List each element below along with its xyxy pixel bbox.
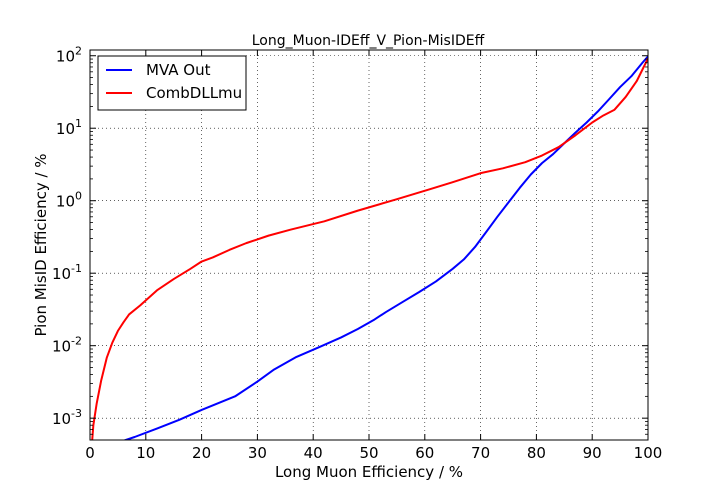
- x-tick-label: 80: [527, 444, 546, 462]
- y-tick-base: 10: [56, 48, 75, 66]
- x-tick-label: 40: [304, 444, 323, 462]
- y-tick-label: 100: [56, 190, 82, 211]
- x-tick-label: 60: [415, 444, 434, 462]
- x-tick-label: 90: [583, 444, 602, 462]
- y-tick-label: 10-2: [52, 335, 82, 356]
- series-line-mva-out: [122, 55, 648, 440]
- legend-label-combdllmu: CombDLLmu: [146, 84, 242, 102]
- x-tick-label: 30: [248, 444, 267, 462]
- y-tick-label: 102: [56, 45, 82, 66]
- x-tick-label: 0: [85, 444, 95, 462]
- series-line-combdllmu: [91, 57, 648, 440]
- y-tick-exponent: 1: [75, 117, 82, 130]
- legend-label-mva-out: MVA Out: [146, 61, 211, 79]
- x-tick-label: 50: [359, 444, 378, 462]
- y-tick-exponent: 0: [75, 190, 82, 203]
- y-tick-label: 101: [56, 117, 82, 138]
- y-tick-exponent: -1: [71, 262, 82, 275]
- y-axis-label: Pion MisID Efficiency / %: [32, 153, 50, 336]
- y-tick-base: 10: [52, 410, 71, 428]
- chart-title: Long_Muon-IDEff_V_Pion-MisIDEff: [252, 33, 485, 49]
- x-tick-label: 100: [634, 444, 663, 462]
- x-tick-label: 20: [192, 444, 211, 462]
- y-tick-label: 10-1: [52, 262, 82, 283]
- y-tick-exponent: 2: [75, 45, 82, 58]
- x-tick-label: 10: [136, 444, 155, 462]
- y-tick-base: 10: [52, 265, 71, 283]
- y-tick-label: 10-3: [52, 407, 82, 428]
- y-tick-base: 10: [56, 120, 75, 138]
- x-axis-label: Long Muon Efficiency / %: [275, 463, 463, 481]
- x-tick-label: 70: [471, 444, 490, 462]
- legend-box: [97, 55, 247, 111]
- legend: MVA Out CombDLLmu: [97, 55, 247, 111]
- y-tick-base: 10: [52, 338, 71, 356]
- y-tick-base: 10: [56, 193, 75, 211]
- series-layer: [91, 55, 648, 440]
- ticks: 0 10 20 30 40 50 60 70 80 90 10010-310-210-1100101…: [52, 45, 662, 462]
- y-tick-exponent: -2: [71, 335, 82, 348]
- y-tick-exponent: -3: [71, 407, 82, 420]
